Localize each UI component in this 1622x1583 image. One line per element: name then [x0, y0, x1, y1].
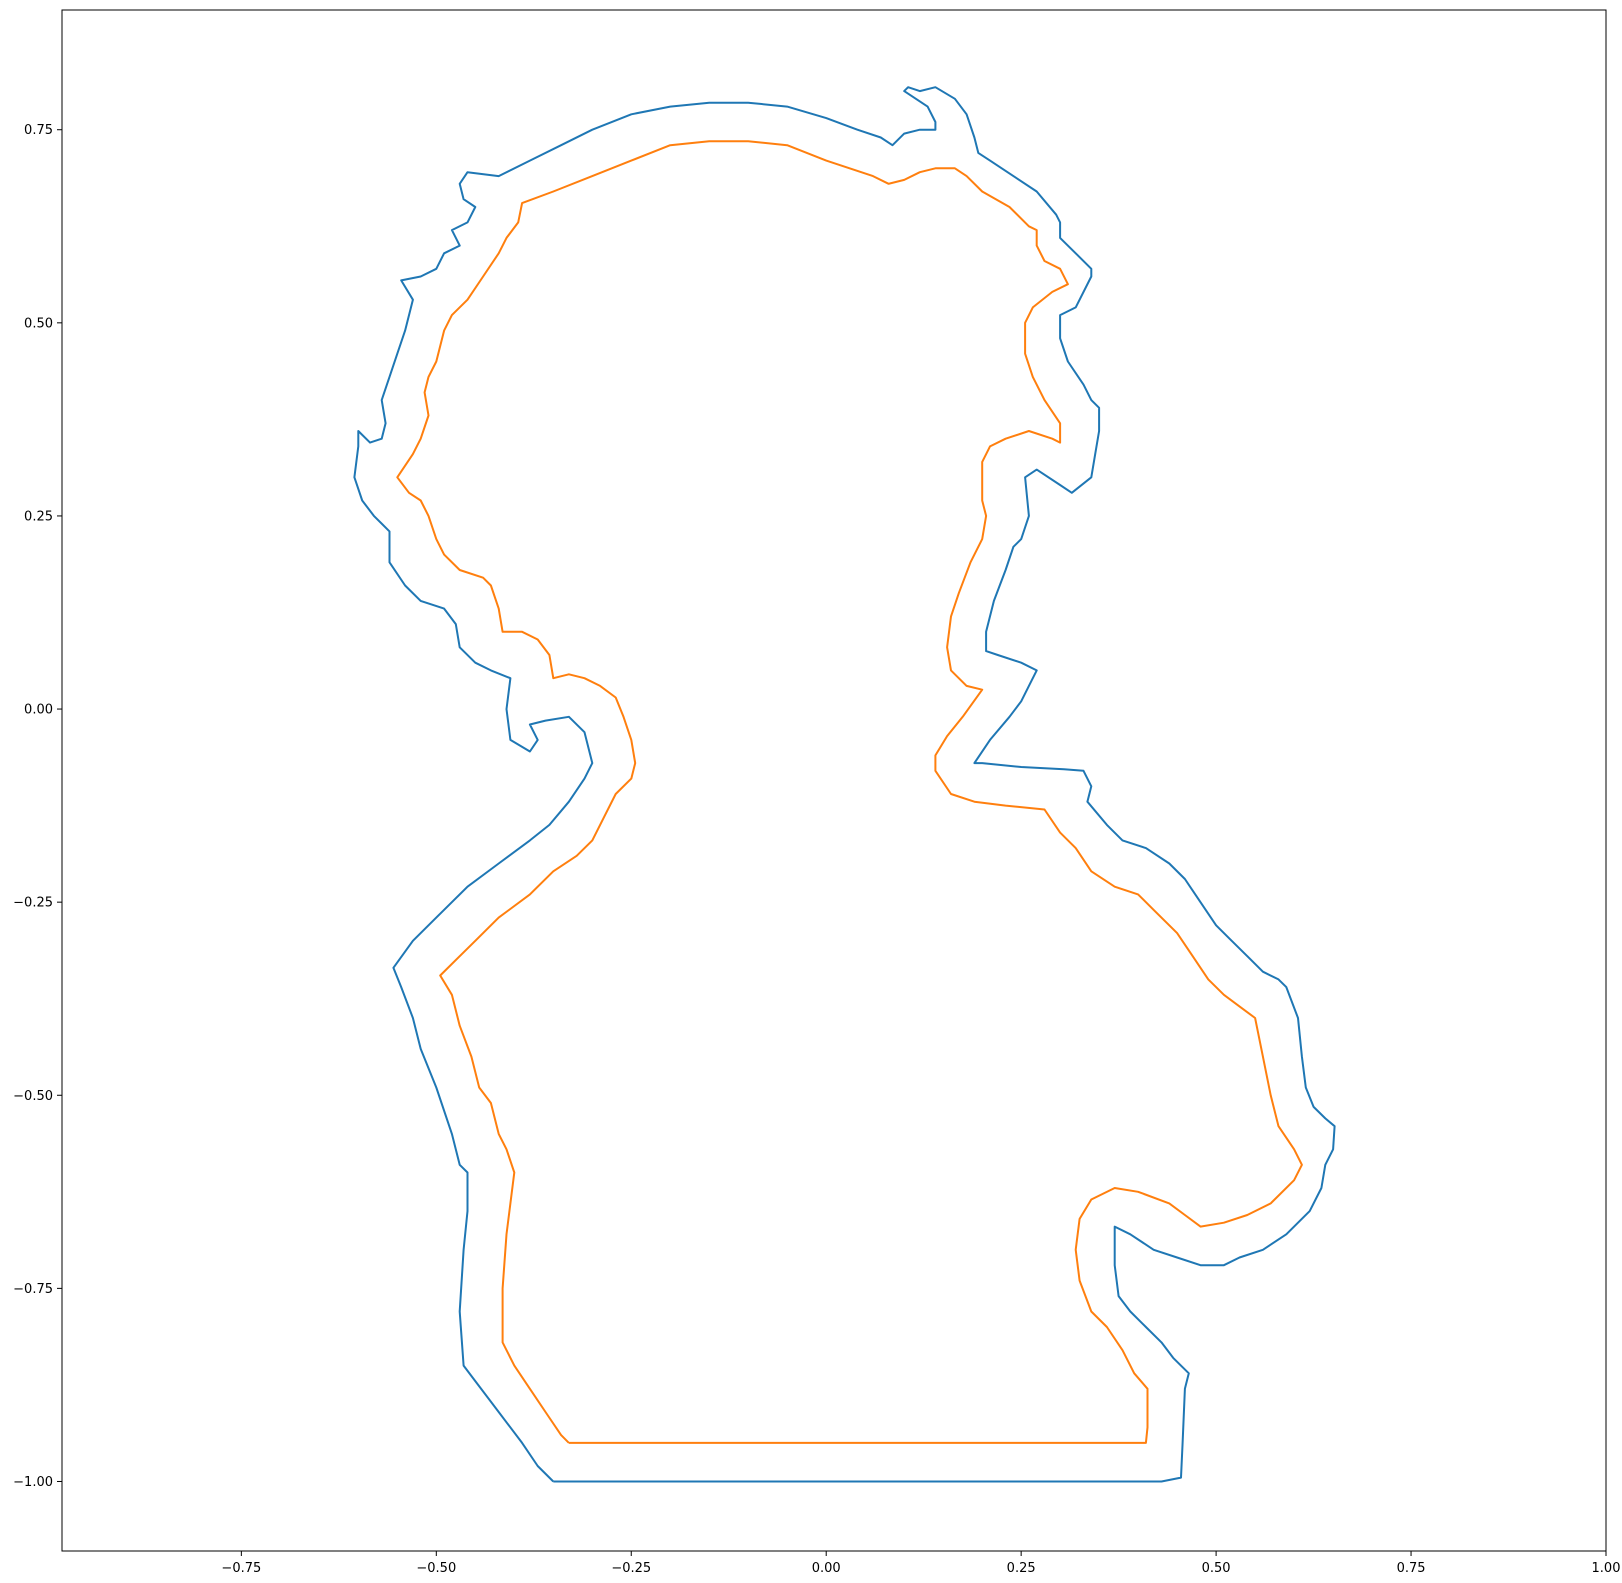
- y-axis-ticks: 0.75 0.50 0.25 0.00 −0.25 −0.50 −0.75 −1.00: [13, 123, 62, 1490]
- x-tick-label: 0.25: [1007, 1561, 1036, 1576]
- x-tick-label: −0.50: [416, 1561, 456, 1576]
- x-tick-label: 0.50: [1202, 1561, 1231, 1576]
- y-tick-label: −0.25: [13, 896, 53, 911]
- y-tick-label: −0.50: [13, 1089, 53, 1104]
- plot-frame: [61, 9, 1607, 1552]
- y-tick-label: 0.00: [24, 703, 53, 718]
- x-tick-label: −0.25: [611, 1561, 651, 1576]
- x-tick-label: 1.00: [1592, 1561, 1621, 1576]
- y-tick-label: 0.25: [24, 509, 53, 524]
- y-tick-label: −1.00: [13, 1475, 53, 1490]
- y-tick-label: −0.75: [13, 1282, 53, 1297]
- x-tick-label: 0.00: [812, 1561, 841, 1576]
- x-axis-ticks: −0.75 −0.50 −0.25 0.00 0.25 0.50 0.75 1.00: [221, 1551, 1620, 1576]
- series-line-2: [396, 140, 1303, 1444]
- x-tick-label: −0.75: [221, 1561, 261, 1576]
- x-tick-label: 0.75: [1397, 1561, 1426, 1576]
- y-tick-label: 0.75: [24, 123, 53, 138]
- y-tick-label: 0.50: [24, 316, 53, 331]
- series-layer: [353, 86, 1336, 1483]
- series-line-1: [353, 86, 1336, 1483]
